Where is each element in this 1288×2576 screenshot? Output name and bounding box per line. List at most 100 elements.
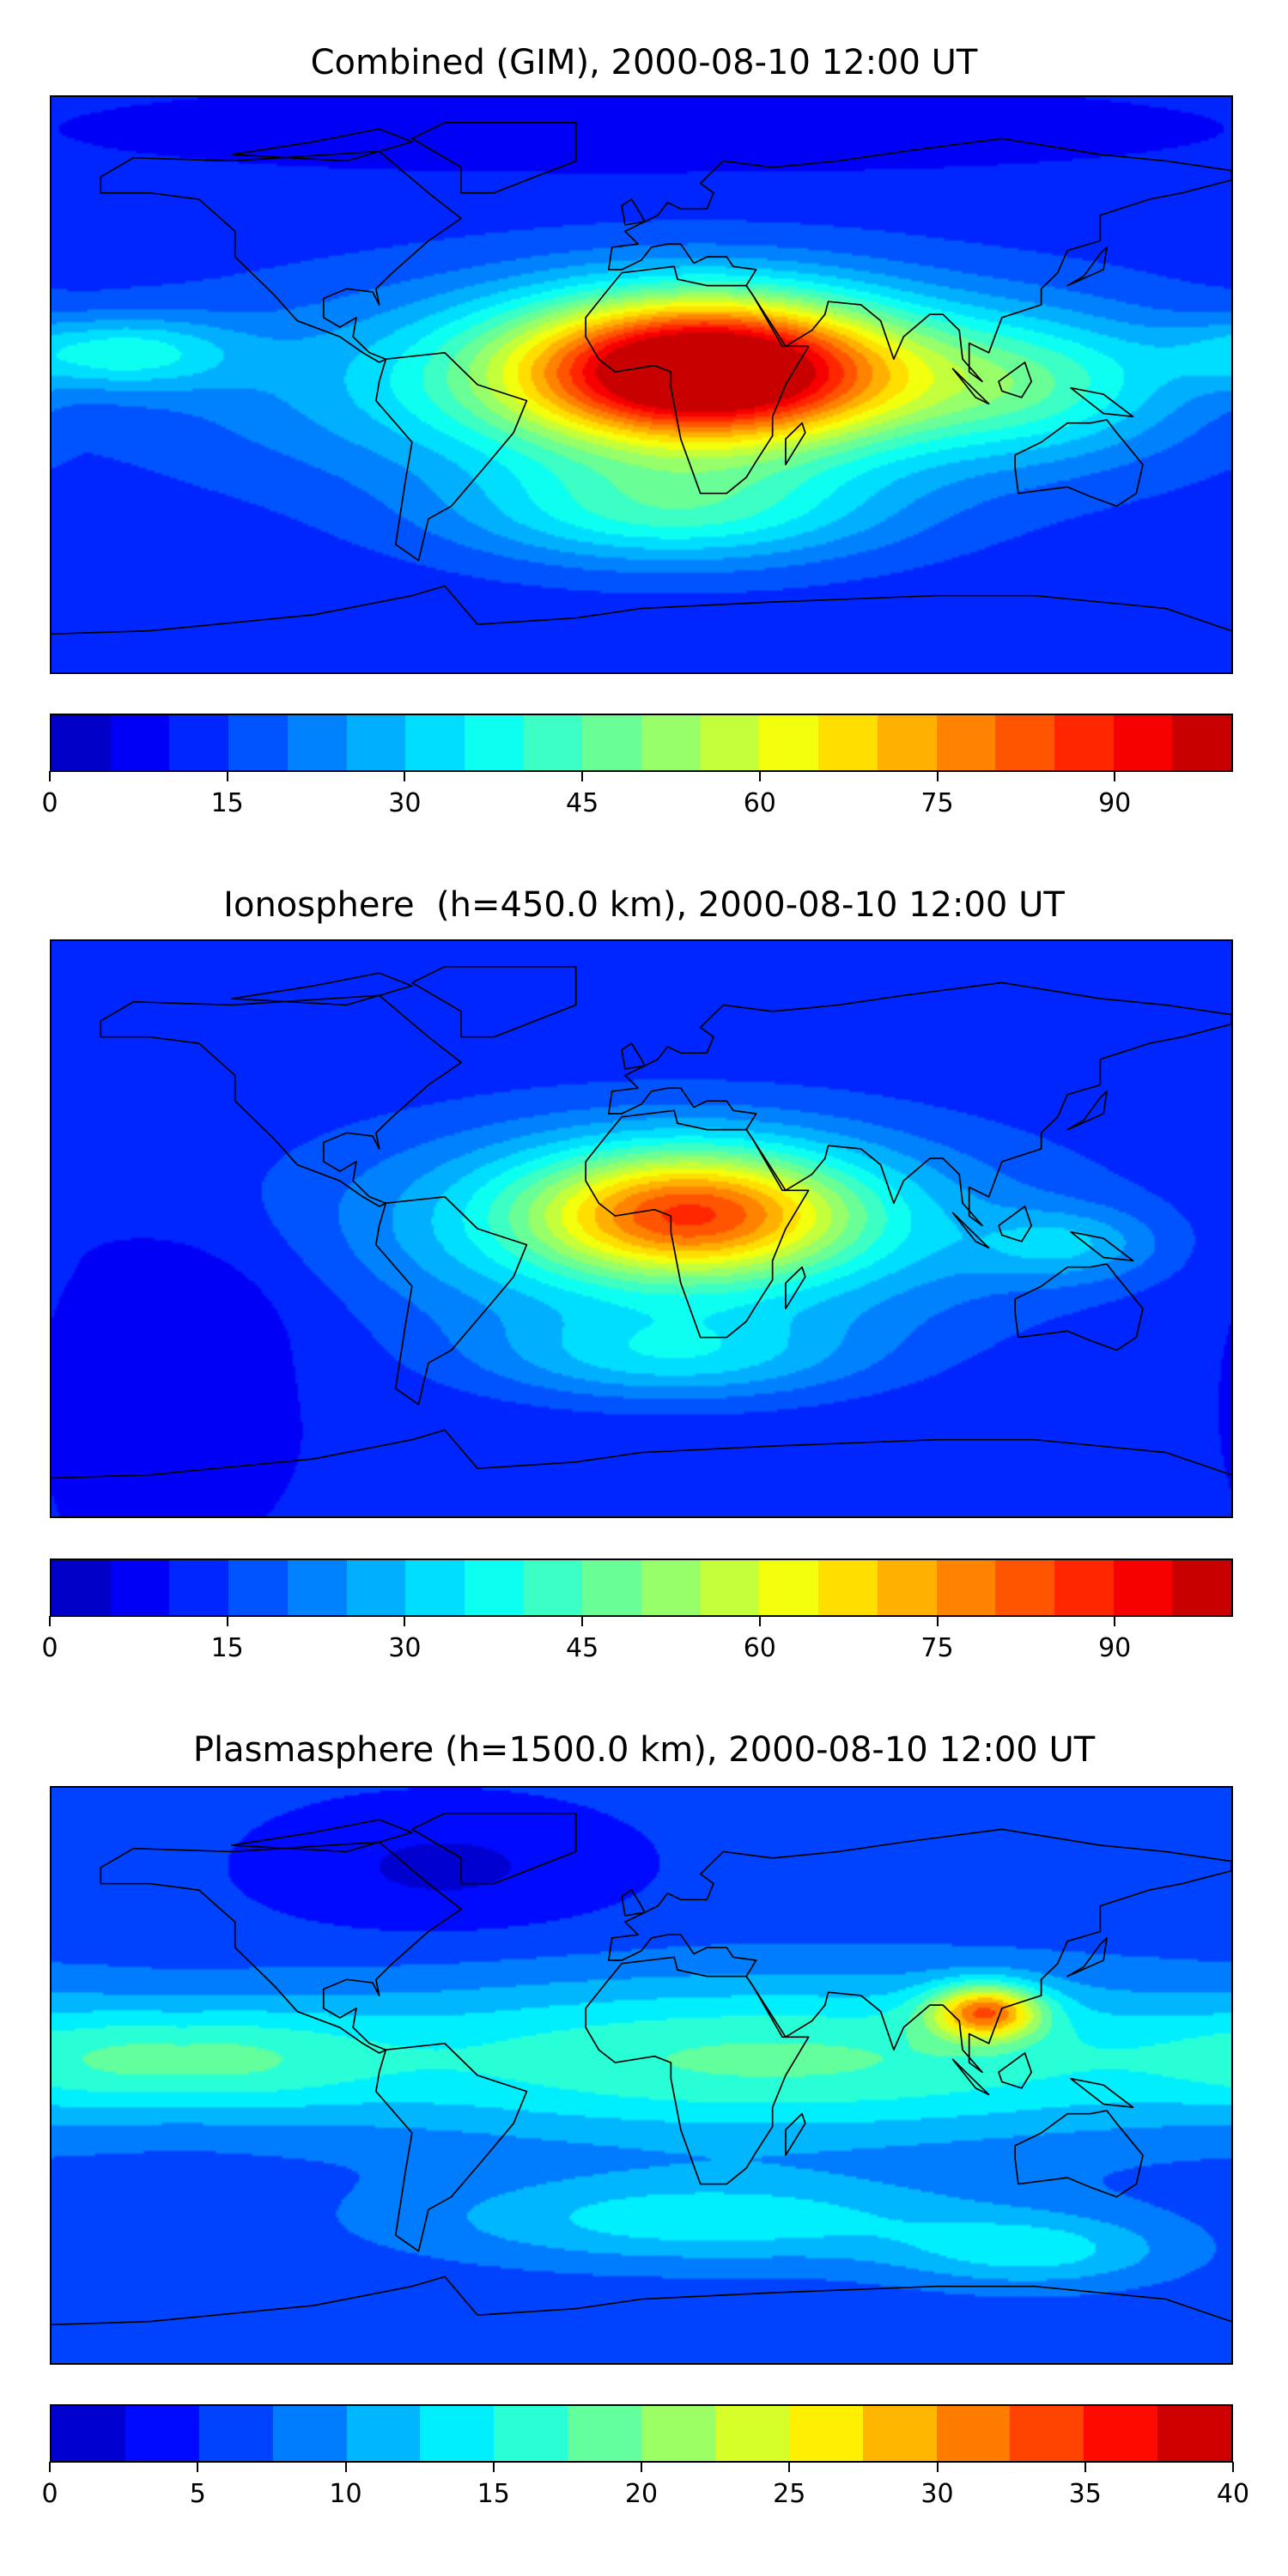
colorbar-segment — [936, 1560, 996, 1615]
colorbar-segment — [52, 715, 111, 770]
colorbar-segment — [700, 715, 760, 770]
colorbar-tick-label: 90 — [1098, 1633, 1132, 1663]
coastline-borneo — [998, 361, 1033, 398]
coastline-south-america — [374, 351, 528, 562]
coastline-britain — [621, 198, 646, 226]
coastline-greenland — [410, 965, 577, 1038]
colorbar-tick — [1084, 2462, 1086, 2472]
coastline-africa — [585, 1109, 810, 1339]
colorbar-tick — [581, 771, 584, 781]
coastline-south-america — [374, 2042, 528, 2252]
map-plasmasphere — [50, 1786, 1233, 2365]
coastline-africa — [585, 265, 810, 495]
colorbar-tick — [226, 1616, 228, 1626]
colorbar-ticks-plasmasphere: 0 5 10 15 20 25 30 35 40 — [41, 2462, 1249, 2513]
colorbar-tick — [49, 1616, 51, 1626]
colorbar-segment — [228, 715, 288, 770]
coastline-australia — [1014, 1263, 1144, 1352]
coastline-antarctica — [52, 2275, 1231, 2326]
colorbar-tick-label: 0 — [41, 788, 58, 818]
coastline-new-guinea — [1070, 2077, 1134, 2109]
colorbar-ticks-combined: 0 15 30 45 60 75 90 — [41, 771, 1233, 823]
colorbar-segment — [287, 715, 347, 770]
colorbar-segment — [1113, 715, 1173, 770]
colorbar-segment — [52, 1560, 111, 1615]
colorbar-segment — [287, 1560, 347, 1615]
colorbar-segment — [346, 1560, 406, 1615]
colorbar-tick — [788, 2462, 791, 2472]
colorbar-tick-label: 20 — [624, 2479, 659, 2509]
coastline-arctic-islands — [231, 972, 413, 1006]
colorbar-tick — [581, 1616, 584, 1626]
colorbar-combined — [50, 714, 1233, 772]
coastline-north-america — [100, 150, 462, 363]
colorbar-segment — [759, 715, 819, 770]
colorbar-tick — [344, 2462, 347, 2472]
colorbar-segment — [523, 715, 583, 770]
colorbar-tick-label: 45 — [566, 788, 599, 818]
colorbar-ticks-ionosphere: 0 15 30 45 60 75 90 — [41, 1616, 1233, 1668]
coastline-south-america — [374, 1195, 528, 1406]
colorbar-tick — [404, 771, 406, 781]
coastline-north-america — [100, 1841, 462, 2054]
coastline-sumatra — [951, 2058, 990, 2096]
colorbar-segment — [464, 1560, 524, 1615]
colorbar-tick — [404, 1616, 406, 1626]
colorbar-tick — [936, 2462, 939, 2472]
colorbar-segment — [494, 2406, 568, 2461]
coastline-madagascar — [785, 1266, 806, 1309]
colorbar-tick — [1114, 1616, 1116, 1626]
colorbar-segment — [877, 715, 937, 770]
coastlines — [52, 121, 1231, 635]
coastline-greenland — [410, 121, 577, 194]
colorbar-plasmasphere — [50, 2404, 1233, 2463]
coastline-borneo — [998, 1206, 1033, 1242]
filled-contour-field — [52, 97, 1231, 672]
colorbar-tick-label: 60 — [743, 788, 776, 818]
colorbar-segment — [52, 2406, 125, 2461]
colorbar-segment — [1113, 1560, 1173, 1615]
colorbar-segment — [582, 1560, 642, 1615]
coastline-eurasia — [607, 981, 1231, 1227]
colorbar-tick — [226, 771, 228, 781]
colorbar-tick-label: 15 — [477, 2479, 510, 2509]
colorbar-tick — [641, 2462, 642, 2472]
colorbar-tick — [936, 771, 939, 781]
colorbar-segment — [641, 715, 701, 770]
colorbar-tick — [936, 1616, 939, 1626]
coastline-new-guinea — [1070, 1230, 1134, 1262]
colorbar-tick-label: 30 — [388, 788, 422, 818]
colorbar-tick-label: 35 — [1068, 2479, 1102, 2509]
coastline-arctic-islands — [231, 128, 413, 162]
chart-title-ionosphere: Ionosphere (h=450.0 km), 2000-08-10 12:0… — [223, 885, 1065, 925]
coastline-greenland — [410, 1812, 577, 1885]
coastlines — [52, 1812, 1231, 2326]
colorbar-segment — [523, 1560, 583, 1615]
colorbar-tick-label: 15 — [210, 788, 244, 818]
colorbar-segment — [125, 2406, 199, 2461]
colorbar-segment — [1172, 1560, 1232, 1615]
colorbar-segment — [582, 715, 642, 770]
colorbar-segment — [936, 715, 996, 770]
colorbar-segment — [759, 1560, 819, 1615]
colorbar-segment — [818, 715, 878, 770]
colorbar-segment — [464, 715, 524, 770]
chart-title-combined: Combined (GIM), 2000-08-10 12:00 UT — [310, 43, 978, 82]
colorbar-tick — [758, 771, 761, 781]
colorbar-tick — [758, 1616, 761, 1626]
colorbar-tick-label: 0 — [41, 2479, 58, 2509]
coastline-new-guinea — [1070, 386, 1134, 418]
colorbar-tick-label: 75 — [920, 1633, 954, 1663]
coastline-japan — [1066, 246, 1108, 287]
coastline-sumatra — [951, 368, 990, 405]
colorbar-segment — [198, 2406, 273, 2461]
colorbar-segment — [228, 1560, 288, 1615]
colorbar-tick-label: 75 — [920, 788, 954, 818]
colorbar-tick-label: 5 — [189, 2479, 206, 2509]
colorbar-tick-label: 10 — [329, 2479, 362, 2509]
chart-title-plasmasphere: Plasmasphere (h=1500.0 km), 2000-08-10 1… — [192, 1730, 1096, 1770]
coastline-madagascar — [785, 2112, 806, 2156]
colorbar-segment — [169, 715, 229, 770]
map-combined — [50, 95, 1233, 674]
colorbar-tick-label: 90 — [1098, 788, 1132, 818]
